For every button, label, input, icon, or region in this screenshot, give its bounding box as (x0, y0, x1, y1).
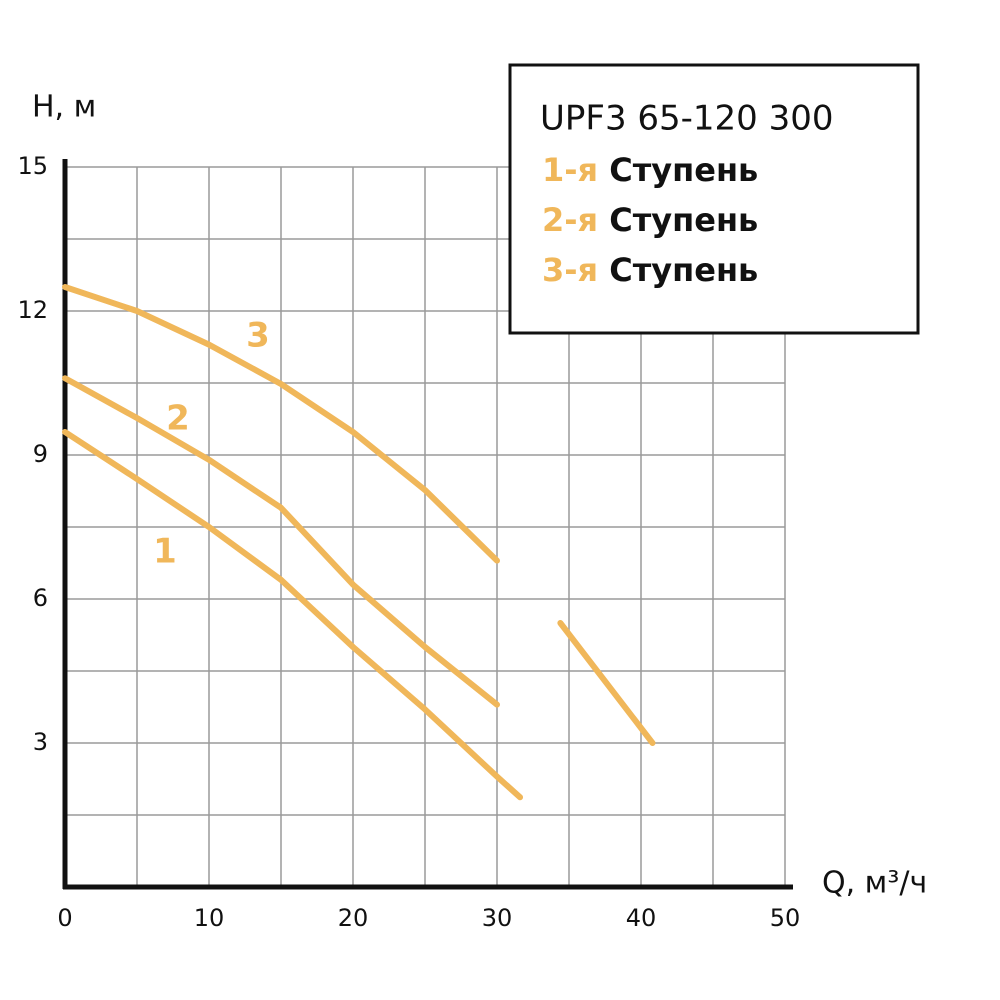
legend-box (508, 63, 920, 335)
pump-curve (62, 284, 656, 746)
y-tick-label: 15 (17, 152, 48, 180)
y-tick-label: 12 (17, 296, 48, 324)
curve-label: 2 (166, 399, 190, 439)
x-tick-label: 10 (194, 904, 225, 932)
pump-curve (62, 428, 524, 801)
curve-label: 3 (246, 316, 270, 356)
y-axis-label: H, м (32, 90, 96, 125)
legend-entry: 3-я Ступень (542, 251, 758, 289)
y-tick-label: 3 (33, 728, 48, 756)
x-tick-label: 20 (338, 904, 369, 932)
curve-label: 1 (153, 532, 177, 572)
y-tick-label: 6 (33, 584, 48, 612)
x-tick-label: 30 (482, 904, 513, 932)
y-tick-label: 9 (33, 440, 48, 468)
pump-curve (65, 378, 560, 778)
legend-title: UPF3 65-120 300 (540, 99, 834, 139)
legend-entry: 1-я Ступень (542, 151, 758, 189)
x-tick-label: 50 (770, 904, 801, 932)
x-tick-label: 0 (57, 904, 72, 932)
x-axis-label: Q, м³/ч (822, 866, 927, 901)
legend-entry: 2-я Ступень (542, 201, 758, 239)
x-tick-label: 40 (626, 904, 657, 932)
